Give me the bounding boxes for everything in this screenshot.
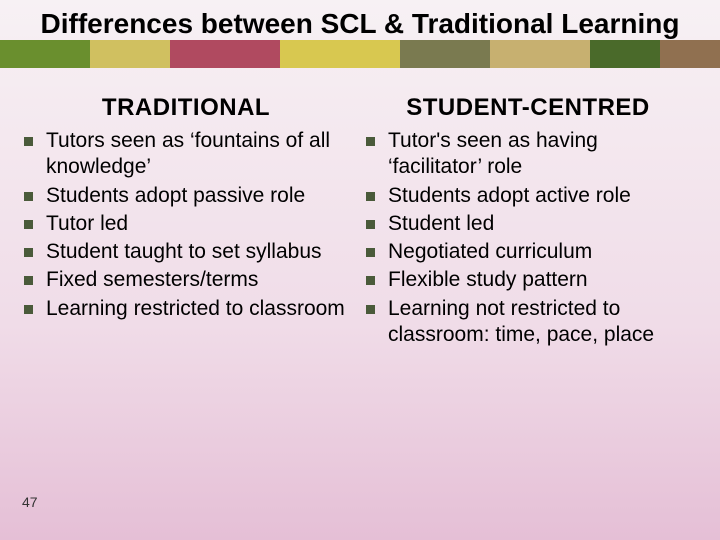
content-columns: TRADITIONAL Tutors seen as ‘fountains of… — [0, 68, 720, 350]
list-item: Tutor led — [18, 211, 354, 237]
column-header-traditional: TRADITIONAL — [18, 94, 354, 122]
column-student-centred: STUDENT-CENTRED Tutor's seen as having ‘… — [360, 94, 702, 350]
list-item: Tutors seen as ‘fountains of all knowled… — [18, 128, 354, 181]
list-item: Learning restricted to classroom — [18, 296, 354, 322]
list-traditional: Tutors seen as ‘fountains of all knowled… — [18, 128, 354, 322]
list-item: Tutor's seen as having ‘facilitator’ rol… — [360, 128, 696, 181]
column-traditional: TRADITIONAL Tutors seen as ‘fountains of… — [18, 94, 360, 350]
list-item: Learning not restricted to classroom: ti… — [360, 296, 696, 349]
list-item: Fixed semesters/terms — [18, 267, 354, 293]
slide: Differences between SCL & Traditional Le… — [0, 0, 720, 540]
slide-title: Differences between SCL & Traditional Le… — [0, 0, 720, 44]
list-item: Students adopt active role — [360, 183, 696, 209]
list-item: Negotiated curriculum — [360, 239, 696, 265]
list-item: Flexible study pattern — [360, 267, 696, 293]
list-item: Student led — [360, 211, 696, 237]
list-item: Students adopt passive role — [18, 183, 354, 209]
column-header-student-centred: STUDENT-CENTRED — [360, 94, 696, 122]
list-student-centred: Tutor's seen as having ‘facilitator’ rol… — [360, 128, 696, 348]
page-number: 47 — [22, 494, 38, 510]
list-item: Student taught to set syllabus — [18, 239, 354, 265]
decorative-banner — [0, 40, 720, 68]
